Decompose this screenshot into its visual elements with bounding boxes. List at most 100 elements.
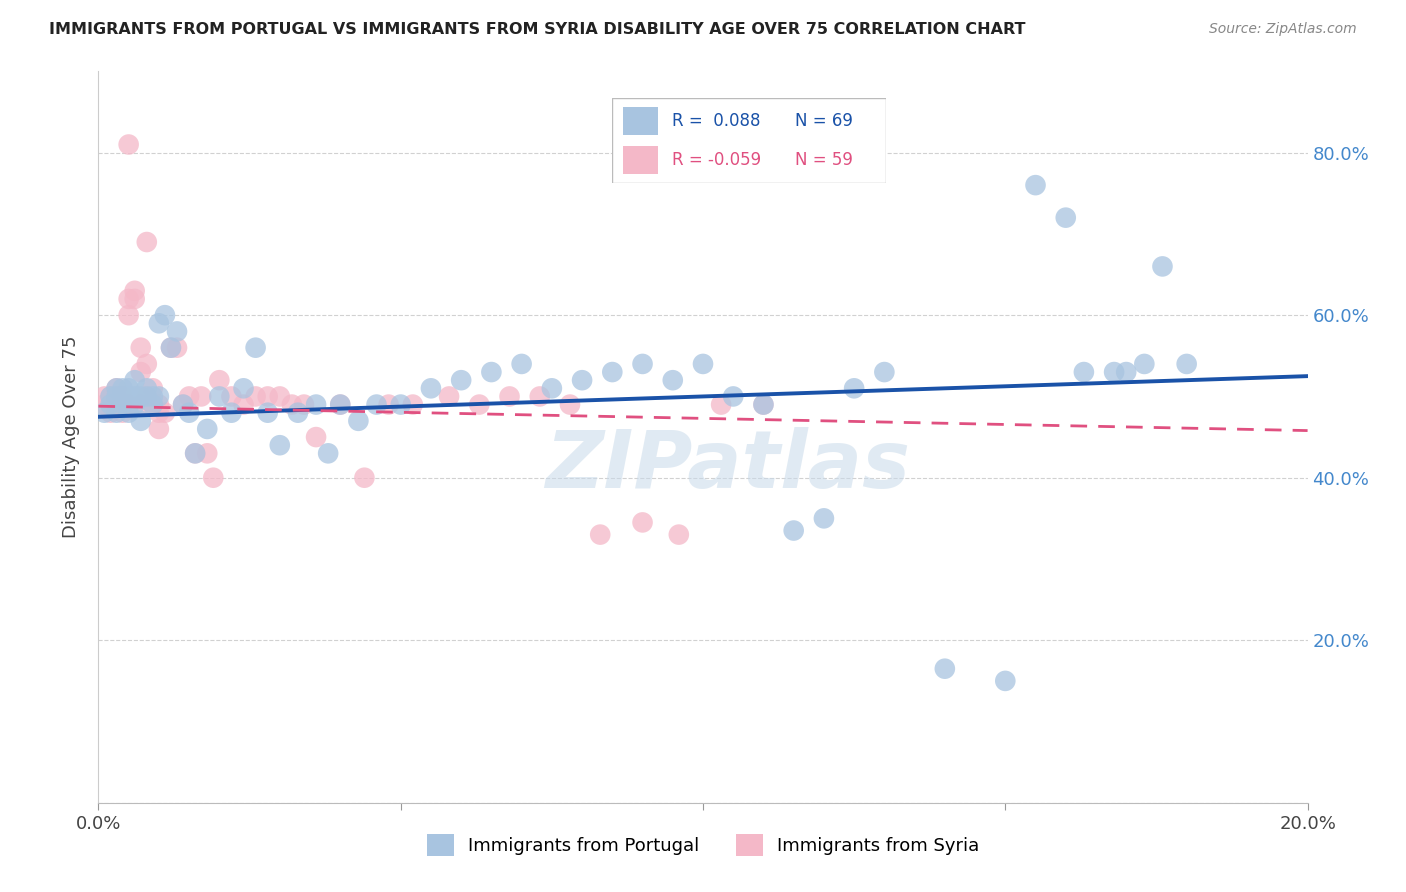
Point bbox=[208, 373, 231, 387]
Text: R =  0.088: R = 0.088 bbox=[672, 112, 761, 130]
Point bbox=[129, 398, 152, 412]
Point bbox=[329, 398, 352, 412]
Point bbox=[710, 398, 733, 412]
Point bbox=[558, 398, 581, 412]
Text: N = 59: N = 59 bbox=[796, 151, 853, 169]
Point bbox=[135, 389, 157, 403]
Point bbox=[118, 398, 141, 412]
Point bbox=[100, 389, 122, 403]
Point bbox=[93, 389, 115, 403]
Point bbox=[1102, 365, 1125, 379]
Point bbox=[148, 398, 170, 412]
Point bbox=[129, 365, 152, 379]
Point bbox=[153, 308, 176, 322]
FancyBboxPatch shape bbox=[623, 107, 658, 136]
Point bbox=[118, 292, 141, 306]
Point bbox=[420, 381, 443, 395]
Point bbox=[105, 406, 128, 420]
Point bbox=[153, 406, 176, 420]
Point bbox=[1133, 357, 1156, 371]
Point bbox=[631, 357, 654, 371]
Point bbox=[118, 406, 141, 420]
Point bbox=[148, 316, 170, 330]
Point bbox=[602, 365, 624, 379]
Point bbox=[160, 341, 183, 355]
Point bbox=[184, 446, 207, 460]
Point bbox=[305, 430, 328, 444]
Point bbox=[118, 381, 141, 395]
Point bbox=[105, 381, 128, 395]
Point bbox=[135, 389, 157, 403]
Point bbox=[129, 341, 152, 355]
Point bbox=[813, 511, 835, 525]
Point bbox=[135, 235, 157, 249]
Point bbox=[752, 398, 775, 412]
Point bbox=[783, 524, 806, 538]
Point bbox=[752, 398, 775, 412]
Point bbox=[129, 389, 152, 403]
Point bbox=[105, 398, 128, 412]
Point bbox=[166, 325, 188, 339]
Point bbox=[510, 357, 533, 371]
Point bbox=[269, 389, 291, 403]
FancyBboxPatch shape bbox=[623, 145, 658, 175]
Point bbox=[723, 389, 745, 403]
Point bbox=[292, 398, 315, 412]
Point bbox=[450, 373, 472, 387]
Point bbox=[160, 341, 183, 355]
Point bbox=[142, 398, 165, 412]
Point bbox=[105, 389, 128, 403]
Point bbox=[105, 389, 128, 403]
Point bbox=[402, 398, 425, 412]
Point bbox=[668, 527, 690, 541]
Point bbox=[142, 381, 165, 395]
Point bbox=[172, 398, 194, 412]
Point bbox=[389, 398, 412, 412]
Point bbox=[118, 308, 141, 322]
Point bbox=[245, 341, 267, 355]
Point bbox=[934, 662, 956, 676]
Point bbox=[100, 398, 122, 412]
Point bbox=[166, 341, 188, 355]
Point bbox=[571, 373, 593, 387]
Point bbox=[221, 389, 243, 403]
Point bbox=[118, 389, 141, 403]
Y-axis label: Disability Age Over 75: Disability Age Over 75 bbox=[62, 335, 80, 539]
Point bbox=[129, 414, 152, 428]
Text: ZIPatlas: ZIPatlas bbox=[544, 427, 910, 506]
Point bbox=[184, 446, 207, 460]
Point bbox=[172, 398, 194, 412]
Point bbox=[631, 516, 654, 530]
Point bbox=[377, 398, 399, 412]
Point bbox=[589, 527, 612, 541]
Point bbox=[232, 381, 254, 395]
FancyBboxPatch shape bbox=[612, 98, 886, 183]
Point bbox=[111, 398, 134, 412]
Point bbox=[93, 406, 115, 420]
Point bbox=[93, 398, 115, 412]
Point bbox=[221, 406, 243, 420]
Point bbox=[256, 406, 278, 420]
Point bbox=[124, 373, 146, 387]
Point bbox=[118, 137, 141, 152]
Point bbox=[1054, 211, 1077, 225]
Point bbox=[540, 381, 562, 395]
Point bbox=[366, 398, 388, 412]
Point bbox=[124, 389, 146, 403]
Point bbox=[124, 398, 146, 412]
Point bbox=[269, 438, 291, 452]
Point bbox=[111, 381, 134, 395]
Point bbox=[1152, 260, 1174, 274]
Point bbox=[105, 381, 128, 395]
Point bbox=[468, 398, 491, 412]
Point bbox=[347, 414, 370, 428]
Point bbox=[195, 422, 218, 436]
Point bbox=[142, 398, 165, 412]
Point bbox=[1175, 357, 1198, 371]
Point bbox=[844, 381, 866, 395]
Point bbox=[195, 446, 218, 460]
Point bbox=[148, 406, 170, 420]
Legend: Immigrants from Portugal, Immigrants from Syria: Immigrants from Portugal, Immigrants fro… bbox=[419, 827, 987, 863]
Point bbox=[281, 398, 304, 412]
Point bbox=[124, 284, 146, 298]
